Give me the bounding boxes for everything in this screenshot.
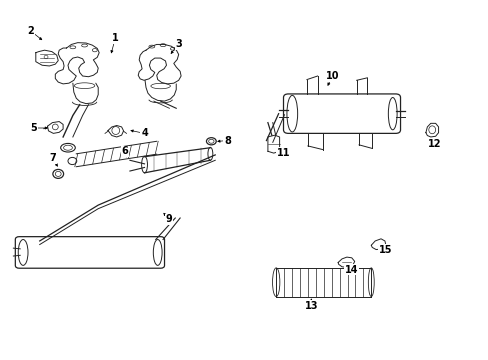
Text: 13: 13 (304, 301, 317, 311)
Text: 4: 4 (141, 129, 147, 138)
Text: 9: 9 (165, 215, 172, 224)
Text: 10: 10 (325, 71, 338, 81)
Text: 15: 15 (378, 245, 392, 255)
Text: 1: 1 (112, 33, 119, 43)
Text: 2: 2 (27, 26, 34, 36)
Text: 6: 6 (122, 146, 128, 156)
Text: 12: 12 (427, 139, 441, 149)
Text: 11: 11 (276, 148, 290, 158)
Text: 7: 7 (49, 153, 56, 163)
Text: 3: 3 (175, 39, 182, 49)
Text: 8: 8 (224, 136, 230, 145)
Text: 5: 5 (30, 123, 37, 133)
Text: 14: 14 (345, 265, 358, 275)
